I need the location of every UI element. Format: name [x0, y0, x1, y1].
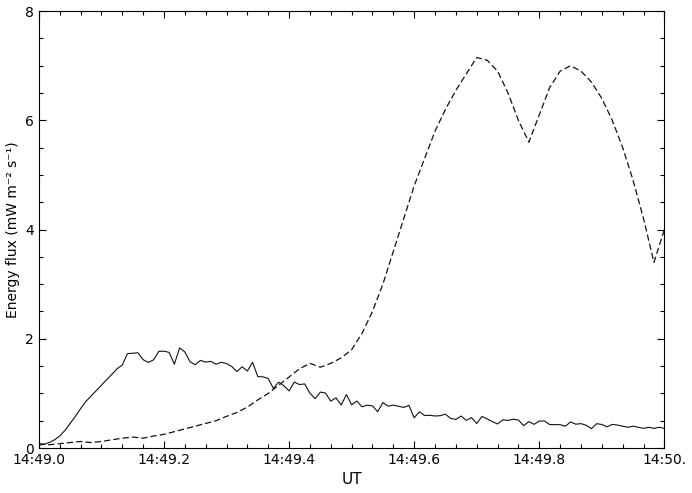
Y-axis label: Energy flux (mW m⁻² s⁻¹): Energy flux (mW m⁻² s⁻¹) [6, 141, 19, 318]
X-axis label: UT: UT [341, 472, 362, 488]
